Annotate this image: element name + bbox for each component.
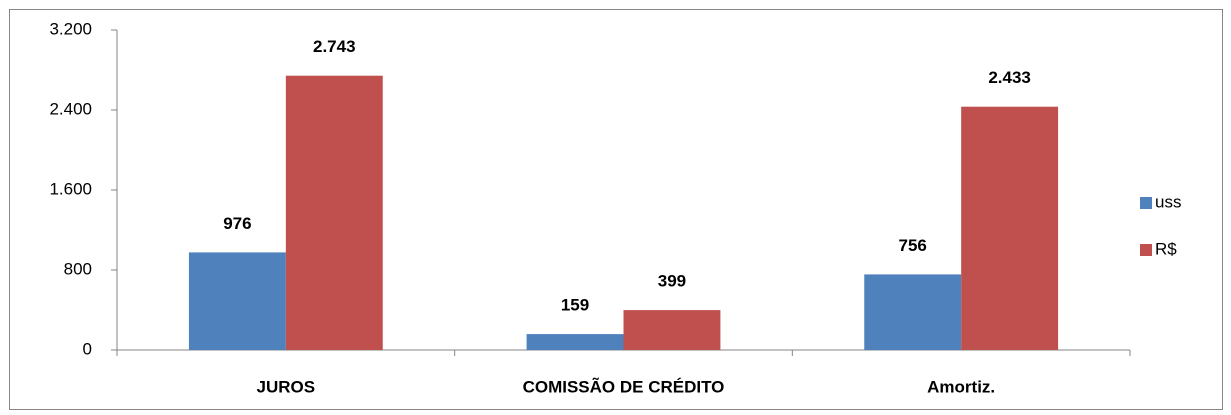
- chart-border: [9, 9, 1223, 410]
- legend-swatch: [1140, 244, 1152, 256]
- y-tick-label: 1.600: [49, 179, 92, 198]
- value-label: 159: [561, 296, 589, 315]
- legend-label: uss: [1155, 192, 1181, 211]
- value-label: 756: [899, 236, 927, 255]
- bar: [961, 106, 1059, 350]
- value-label: 2.433: [988, 68, 1031, 87]
- x-tick-label: COMISSÃO DE CRÉDITO: [523, 376, 725, 396]
- y-tick-label: 800: [64, 259, 92, 278]
- value-label: 399: [658, 272, 686, 291]
- y-tick-label: 3.200: [49, 19, 92, 38]
- y-tick-label: 2.400: [49, 99, 92, 118]
- bar: [864, 274, 962, 350]
- value-label: 2.743: [313, 37, 356, 56]
- value-label: 976: [223, 214, 251, 233]
- legend-swatch: [1140, 197, 1152, 209]
- bar: [623, 310, 721, 350]
- legend-label: R$: [1155, 239, 1177, 258]
- x-tick-label: JUROS: [257, 377, 316, 396]
- y-tick-label: 0: [83, 339, 92, 358]
- x-tick-label: Amortiz.: [927, 377, 995, 396]
- bar: [285, 75, 383, 350]
- bar: [188, 252, 286, 350]
- bar: [526, 334, 624, 350]
